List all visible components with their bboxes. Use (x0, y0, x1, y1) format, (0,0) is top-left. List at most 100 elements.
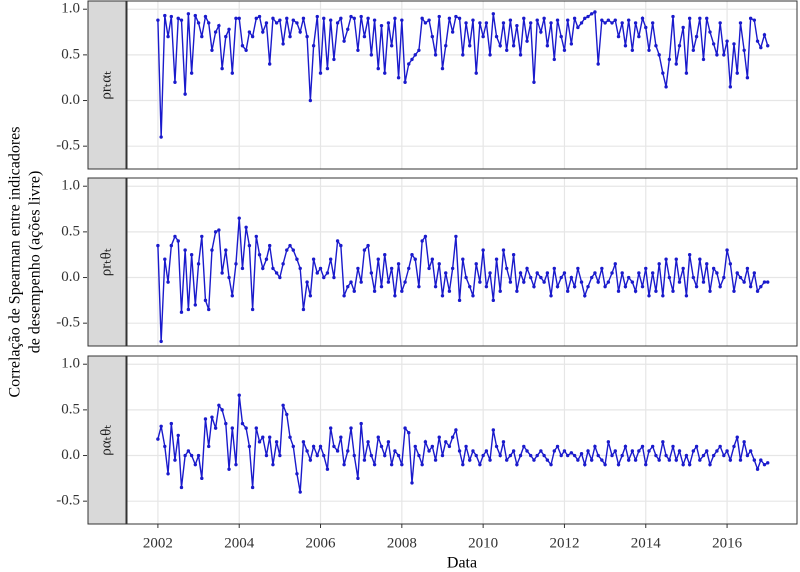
point (234, 16, 238, 21)
point (722, 275, 726, 280)
point (393, 16, 397, 21)
point (444, 440, 448, 444)
point (708, 289, 712, 293)
point (630, 48, 635, 53)
point (481, 453, 485, 458)
point (427, 266, 431, 271)
point (176, 433, 180, 438)
point (515, 289, 519, 293)
point (687, 252, 692, 257)
point (664, 453, 668, 458)
point (647, 449, 651, 453)
point (755, 467, 760, 471)
x-tick-label: 2014 (631, 535, 662, 551)
point (447, 289, 452, 293)
point (193, 462, 198, 467)
point (437, 262, 441, 266)
point (752, 18, 757, 22)
point (572, 284, 577, 289)
x-tick-label: 2004 (224, 535, 255, 551)
point (522, 16, 526, 21)
point (478, 280, 482, 284)
point (278, 275, 282, 280)
point (738, 458, 743, 462)
point (525, 266, 529, 271)
point (311, 257, 316, 261)
point (200, 34, 204, 39)
point (529, 453, 533, 458)
point (379, 444, 384, 449)
point (410, 481, 414, 485)
point (335, 449, 340, 453)
point (535, 453, 539, 458)
point (417, 453, 421, 458)
point (745, 266, 750, 271)
point (725, 248, 729, 252)
point (450, 30, 455, 34)
point (227, 275, 231, 280)
point (311, 444, 316, 449)
point (650, 21, 655, 25)
point (159, 424, 163, 429)
point (650, 271, 655, 275)
point (389, 44, 394, 48)
point (484, 21, 489, 25)
point (264, 257, 269, 261)
point (715, 53, 719, 57)
point (535, 18, 539, 22)
point (342, 39, 346, 43)
x-tick-label: 2006 (306, 535, 337, 551)
point (183, 453, 187, 458)
point (220, 66, 224, 71)
point (667, 458, 672, 462)
point (254, 426, 258, 430)
point (539, 30, 543, 34)
point (196, 453, 201, 458)
point (718, 284, 722, 289)
point (427, 449, 431, 453)
point (698, 257, 702, 261)
point (559, 34, 563, 39)
point (244, 426, 248, 430)
point (237, 16, 241, 21)
point (505, 266, 509, 271)
x-tick-label: 2012 (549, 535, 579, 551)
point (230, 294, 234, 298)
point (454, 234, 458, 239)
point (264, 21, 269, 25)
point (610, 271, 614, 275)
point (305, 449, 309, 453)
point (318, 266, 323, 271)
point (342, 462, 346, 467)
point (657, 53, 661, 57)
point (352, 16, 356, 21)
point (261, 266, 265, 271)
point (423, 440, 428, 444)
y-tick-label: 0.5 (61, 223, 80, 239)
point (427, 18, 431, 22)
point (508, 18, 513, 22)
point (196, 21, 201, 25)
point (529, 21, 533, 25)
point (637, 34, 641, 39)
point (511, 44, 516, 48)
point (637, 449, 641, 453)
point (681, 266, 685, 271)
point (413, 444, 417, 449)
point (542, 280, 546, 284)
point (268, 62, 272, 66)
point (708, 30, 712, 34)
point (738, 21, 743, 25)
point (748, 449, 753, 453)
point (494, 257, 499, 261)
point (454, 14, 458, 19)
point (484, 449, 489, 453)
point (667, 57, 672, 62)
point (372, 289, 377, 293)
point (383, 71, 387, 75)
point (352, 289, 356, 293)
point (407, 266, 411, 271)
y-tick-label: 0.5 (61, 401, 80, 417)
point (687, 16, 692, 21)
